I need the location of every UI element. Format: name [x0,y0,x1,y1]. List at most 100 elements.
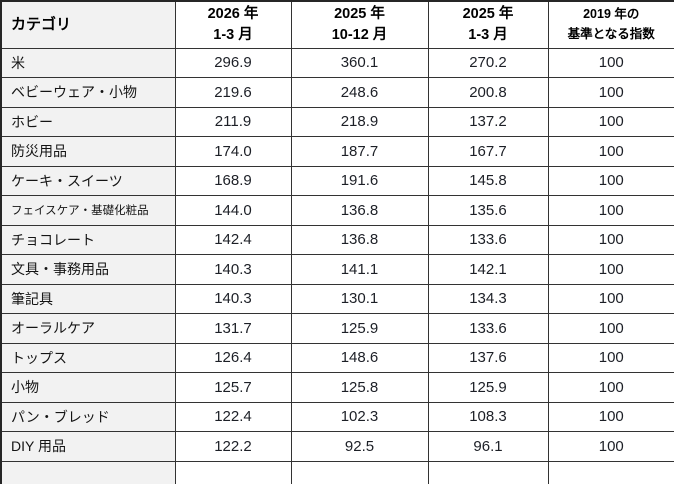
value-cell: 100 [547,313,674,344]
value-cell: 92.5 [290,431,429,462]
value-cell: 140.3 [174,283,292,314]
value-cell: 100 [547,254,674,285]
value-cell: 168.9 [174,165,292,196]
category-cell: パン・ブレッド [0,401,176,432]
value-cell: 96.1 [427,431,549,462]
value-cell: 270.2 [427,47,549,78]
value-cell: 125.9 [290,313,429,344]
table-row: オーラルケア 131.7 125.9 133.6 100 [0,313,674,344]
table-row: 米 296.9 360.1 270.2 100 [0,47,674,78]
value-cell: 191.6 [290,165,429,196]
value-cell: 218.9 [290,106,429,137]
table-row-cropped [0,460,674,484]
category-cell: 文具・事務用品 [0,254,176,285]
value-cell: 219.6 [174,77,292,108]
value-cell: 134.3 [427,283,549,314]
value-cell: 141.1 [290,254,429,285]
value-cell: 100 [547,77,674,108]
value-cell: 133.6 [427,224,549,255]
value-cell: 360.1 [290,47,429,78]
value-cell: 136.8 [290,195,429,226]
value-cell: 142.4 [174,224,292,255]
category-cell: 防災用品 [0,136,176,167]
value-cell: 187.7 [290,136,429,167]
value-cell: 130.1 [290,283,429,314]
value-cell [427,460,549,484]
value-cell: 102.3 [290,401,429,432]
value-cell: 100 [547,106,674,137]
table-row: ベビーウェア・小物 219.6 248.6 200.8 100 [0,77,674,108]
category-cell: ベビーウェア・小物 [0,77,176,108]
value-cell: 248.6 [290,77,429,108]
header-2025-q1: 2025 年 1-3 月 [427,0,549,49]
value-cell: 125.7 [174,372,292,403]
value-cell: 211.9 [174,106,292,137]
header-2026-q1: 2026 年 1-3 月 [174,0,292,49]
category-cell: 小物 [0,372,176,403]
value-cell: 126.4 [174,342,292,373]
category-cell: トップス [0,342,176,373]
value-cell [174,460,292,484]
value-cell: 200.8 [427,77,549,108]
header-2019-base: 2019 年の 基準となる指数 [547,0,674,49]
table-body: 米 296.9 360.1 270.2 100 ベビーウェア・小物 219.6 248.6 20… [0,47,674,484]
value-cell: 131.7 [174,313,292,344]
category-cell: DIY 用品 [0,431,176,462]
value-cell [547,460,674,484]
value-cell: 100 [547,372,674,403]
category-cell [0,460,176,484]
table-row: ケーキ・スイーツ 168.9 191.6 145.8 100 [0,165,674,196]
value-cell: 140.3 [174,254,292,285]
value-cell: 100 [547,342,674,373]
value-cell: 125.9 [427,372,549,403]
value-cell: 100 [547,47,674,78]
header-category-label: カテゴリ [11,15,72,33]
table-row: パン・ブレッド 122.4 102.3 108.3 100 [0,401,674,432]
table-row: ホビー 211.9 218.9 137.2 100 [0,106,674,137]
category-cell: チョコレート [0,224,176,255]
table-header: カテゴリ 2026 年 1-3 月 2025 年 10-12 月 2025 年 … [0,0,674,49]
table-row: 文具・事務用品 140.3 141.1 142.1 100 [0,254,674,285]
category-cell: ケーキ・スイーツ [0,165,176,196]
category-cell: オーラルケア [0,313,176,344]
table-row: 小物 125.7 125.8 125.9 100 [0,372,674,403]
category-cell: 米 [0,47,176,78]
header-row: カテゴリ 2026 年 1-3 月 2025 年 10-12 月 2025 年 … [0,0,674,49]
value-cell: 100 [547,165,674,196]
value-cell: 100 [547,431,674,462]
category-cell: フェイスケア・基礎化粧品 [0,195,176,226]
value-cell: 148.6 [290,342,429,373]
value-cell: 167.7 [427,136,549,167]
value-cell: 296.9 [174,47,292,78]
value-cell: 122.4 [174,401,292,432]
table-row: フェイスケア・基礎化粧品 144.0 136.8 135.6 100 [0,195,674,226]
value-cell: 137.6 [427,342,549,373]
value-cell: 145.8 [427,165,549,196]
value-cell: 174.0 [174,136,292,167]
value-cell: 125.8 [290,372,429,403]
value-cell: 100 [547,224,674,255]
table-row: 筆記具 140.3 130.1 134.3 100 [0,283,674,314]
value-cell: 108.3 [427,401,549,432]
value-cell: 135.6 [427,195,549,226]
table-row: DIY 用品 122.2 92.5 96.1 100 [0,431,674,462]
table-row: トップス 126.4 148.6 137.6 100 [0,342,674,373]
header-category: カテゴリ [0,0,176,49]
value-cell: 144.0 [174,195,292,226]
value-cell: 100 [547,283,674,314]
table-row: 防災用品 174.0 187.7 167.7 100 [0,136,674,167]
value-cell [290,460,429,484]
category-cell: 筆記具 [0,283,176,314]
value-cell: 136.8 [290,224,429,255]
value-cell: 100 [547,401,674,432]
value-cell: 122.2 [174,431,292,462]
value-cell: 100 [547,136,674,167]
header-2025-q4: 2025 年 10-12 月 [290,0,429,49]
value-cell: 142.1 [427,254,549,285]
value-cell: 137.2 [427,106,549,137]
value-cell: 100 [547,195,674,226]
category-cell: ホビー [0,106,176,137]
table-row: チョコレート 142.4 136.8 133.6 100 [0,224,674,255]
